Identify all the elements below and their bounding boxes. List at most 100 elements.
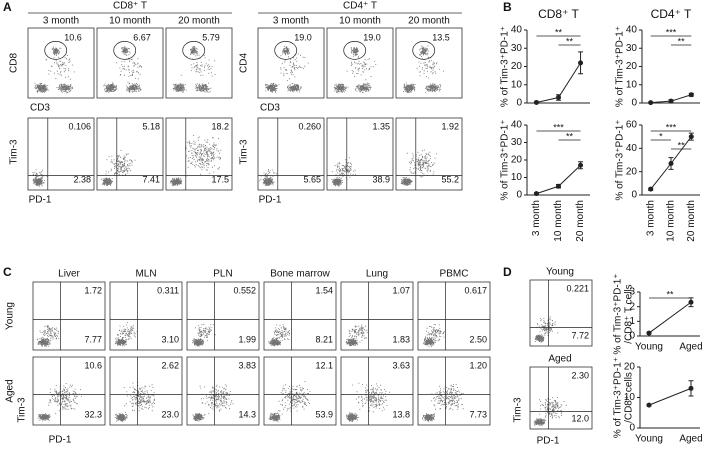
gate <box>113 41 137 60</box>
quadrant-value: 7.72 <box>571 330 589 340</box>
events <box>333 47 377 94</box>
y-axis-label: % of Tim-3⁺PD-1⁺ <box>613 357 624 438</box>
significance-label: ** <box>555 27 563 37</box>
group-title: CD4⁺ T <box>343 1 377 12</box>
plot-frame <box>257 117 325 191</box>
column-label: 20 month <box>178 16 220 27</box>
significance-label: *** <box>666 27 677 37</box>
y-axis-label: % of Tim-3⁺PD-1⁺ <box>500 119 511 200</box>
events <box>400 149 437 186</box>
x-axis-label: PD-1 <box>49 435 72 446</box>
quadrant-value: 2.62 <box>161 360 179 370</box>
panel-label: A <box>3 0 12 14</box>
x-tick-label: Young <box>635 342 663 353</box>
events <box>534 316 559 343</box>
quadrant-value: 0.106 <box>68 121 91 131</box>
quadrant-value: 17.5 <box>211 174 229 184</box>
significance-label: * <box>659 131 663 141</box>
row-label: Aged <box>5 379 16 402</box>
y-tick-label: 20 <box>626 166 638 177</box>
gate-value: 6.67 <box>133 32 151 42</box>
y-tick-label: 20 <box>511 155 523 166</box>
y-tick-label: 0 <box>516 190 522 201</box>
x-axis-label: PD-1 <box>259 195 282 206</box>
data-point <box>556 95 561 101</box>
panel-label: B <box>503 0 512 14</box>
significance-label: ** <box>678 36 686 46</box>
data-point <box>668 161 674 166</box>
events <box>172 46 216 93</box>
quadrant-value: 1.92 <box>441 121 459 131</box>
chart-title: CD8⁺ T <box>538 7 579 21</box>
events <box>192 324 216 347</box>
plot-frame <box>417 281 491 351</box>
plot-frame <box>326 27 394 99</box>
events <box>192 384 234 422</box>
quadrant-value: 8.21 <box>315 334 333 344</box>
row-label: Young <box>546 267 574 278</box>
quadrant-value: 1.99 <box>238 334 256 344</box>
column-label: Liver <box>58 269 80 280</box>
quadrant-value: 2.38 <box>73 174 91 184</box>
column-label: Bone marrow <box>270 269 330 280</box>
gate <box>343 41 367 60</box>
plot-frame <box>257 27 325 99</box>
quadrant-value: 3.10 <box>161 334 179 344</box>
plot-frame <box>27 27 95 99</box>
y-axis-label: Tim-3 <box>17 397 28 423</box>
y-tick-label: 40 <box>511 120 523 131</box>
quadrant-value: 12.0 <box>571 413 589 423</box>
y-axis-label: % of Tim-3⁺PD-1⁺ <box>500 26 511 107</box>
y-axis-label: CD8 <box>9 53 20 73</box>
quadrant-value: 55.2 <box>441 174 459 184</box>
events <box>345 324 368 346</box>
events <box>268 381 311 423</box>
events <box>331 157 356 187</box>
y-tick-label: 20 <box>624 362 636 373</box>
column-label: 10 month <box>109 16 151 27</box>
quadrant-value: 7.41 <box>142 174 160 184</box>
plot-frame <box>340 356 414 426</box>
quadrant-value: 1.54 <box>315 285 333 295</box>
x-axis-label: PD-1 <box>29 195 52 206</box>
plot-frame <box>186 356 260 426</box>
quadrant-value: 0.260 <box>298 121 321 131</box>
column-label: PLN <box>213 269 232 280</box>
events <box>37 325 60 347</box>
quadrant-value: 1.83 <box>392 334 410 344</box>
quadrant-value: 3.63 <box>392 360 410 370</box>
y-tick-label: 40 <box>511 25 523 36</box>
y-tick-label: 30 <box>626 43 638 54</box>
events <box>170 135 222 186</box>
column-label: 10 month <box>339 16 381 27</box>
y-tick-label: 1 <box>629 316 635 327</box>
column-label: MLN <box>135 269 156 280</box>
row-label: Aged <box>548 354 571 365</box>
gate-value: 13.5 <box>432 32 450 42</box>
y-axis-label: Tim-3 <box>513 397 524 423</box>
data-point <box>646 330 652 336</box>
y-axis-label: % of Tim-3⁺PD-1⁺ <box>613 273 624 354</box>
quadrant-value: 18.2 <box>211 121 229 131</box>
row-label: Young <box>5 302 16 330</box>
quadrant-value: 14.3 <box>238 409 256 419</box>
quadrant-value: 10.6 <box>84 360 102 370</box>
plot-frame <box>32 356 106 426</box>
quadrant-value: 32.3 <box>84 409 102 419</box>
x-tick-label: Aged <box>679 342 702 353</box>
y-tick-label: 0 <box>629 423 635 434</box>
quadrant-value: 53.9 <box>315 409 333 419</box>
plot-frame <box>186 281 260 351</box>
gate <box>274 41 298 60</box>
y-tick-label: 0 <box>629 331 635 342</box>
plot-frame <box>340 281 414 351</box>
y-tick-label: 0 <box>631 98 637 109</box>
plot-frame <box>109 281 183 351</box>
events <box>268 324 290 347</box>
x-tick-label: 3 month <box>645 200 656 236</box>
gate <box>44 41 68 60</box>
events <box>422 383 464 422</box>
column-label: 3 month <box>273 16 309 27</box>
